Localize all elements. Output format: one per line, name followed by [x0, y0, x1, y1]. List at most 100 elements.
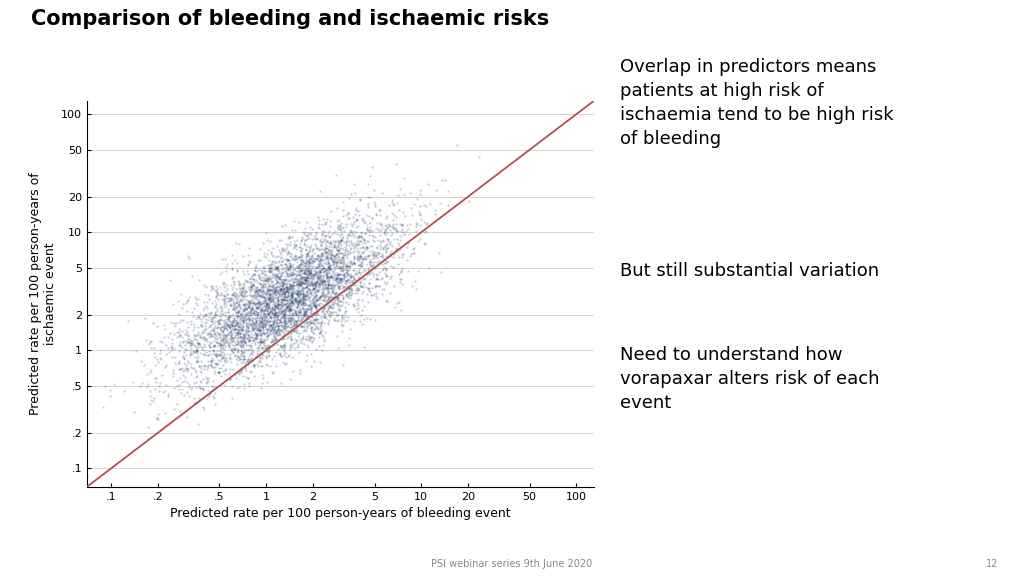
Point: [232, 354, 249, 363]
Point: [214, 327, 230, 336]
Point: [283, 313, 299, 322]
Point: [270, 290, 287, 299]
Point: [296, 319, 312, 328]
Point: [226, 278, 243, 287]
Point: [329, 270, 345, 279]
Point: [369, 281, 385, 290]
Point: [270, 305, 287, 314]
Point: [317, 273, 334, 282]
Point: [268, 263, 285, 272]
Point: [272, 308, 289, 317]
Point: [258, 332, 274, 341]
Point: [333, 237, 349, 246]
Point: [259, 309, 275, 318]
Point: [295, 304, 311, 313]
Point: [205, 284, 221, 293]
Point: [251, 313, 267, 323]
Point: [250, 279, 266, 288]
Point: [310, 251, 327, 260]
Point: [171, 358, 187, 367]
Point: [260, 281, 276, 290]
Point: [236, 333, 252, 342]
Point: [318, 269, 335, 278]
Point: [241, 300, 257, 309]
Point: [350, 254, 367, 263]
Point: [251, 343, 267, 353]
Point: [229, 307, 246, 316]
Point: [321, 248, 337, 257]
Point: [298, 335, 314, 344]
Point: [271, 257, 288, 266]
Point: [356, 253, 373, 262]
Point: [325, 295, 341, 304]
Point: [324, 309, 340, 319]
Point: [256, 321, 272, 331]
Point: [298, 327, 314, 336]
Point: [283, 332, 299, 342]
Point: [355, 282, 372, 291]
Point: [269, 272, 286, 282]
Point: [341, 278, 357, 287]
Point: [285, 301, 301, 310]
Point: [198, 347, 214, 357]
Point: [215, 316, 231, 325]
Point: [330, 246, 346, 255]
Point: [184, 363, 201, 372]
Point: [220, 339, 237, 348]
Point: [303, 317, 319, 326]
Point: [249, 311, 265, 320]
Point: [258, 288, 274, 297]
Point: [354, 282, 371, 291]
Point: [222, 374, 239, 384]
Point: [294, 259, 310, 268]
Point: [249, 348, 265, 358]
Point: [282, 339, 298, 348]
Point: [231, 366, 248, 376]
Point: [176, 354, 193, 363]
Point: [282, 281, 298, 290]
Point: [332, 221, 348, 230]
Point: [249, 304, 265, 313]
Point: [210, 367, 226, 377]
Point: [331, 262, 347, 271]
Point: [282, 256, 298, 265]
Point: [258, 301, 274, 310]
Point: [255, 286, 271, 295]
Point: [280, 247, 296, 256]
Point: [345, 243, 361, 252]
Point: [280, 291, 296, 300]
Point: [264, 305, 281, 314]
Point: [370, 248, 386, 257]
Point: [255, 298, 271, 307]
Point: [205, 316, 221, 325]
Point: [275, 340, 292, 350]
Point: [372, 240, 388, 249]
Point: [232, 336, 249, 345]
Point: [278, 311, 294, 320]
Point: [260, 298, 276, 308]
Point: [293, 286, 309, 295]
Point: [279, 303, 295, 312]
Point: [249, 331, 265, 340]
Point: [278, 304, 294, 313]
Point: [236, 305, 252, 314]
Point: [318, 272, 335, 281]
Point: [307, 301, 324, 310]
Point: [384, 252, 400, 262]
Point: [282, 238, 298, 247]
Point: [296, 308, 312, 317]
Point: [318, 243, 335, 252]
Point: [251, 271, 267, 281]
Point: [250, 325, 266, 334]
Point: [298, 264, 314, 273]
Point: [166, 384, 182, 393]
Point: [190, 329, 207, 339]
Point: [234, 300, 251, 309]
Point: [298, 258, 314, 267]
Point: [298, 275, 314, 284]
Point: [205, 325, 221, 334]
Point: [297, 295, 313, 304]
Point: [283, 289, 299, 298]
Point: [304, 281, 321, 290]
Point: [261, 273, 278, 282]
